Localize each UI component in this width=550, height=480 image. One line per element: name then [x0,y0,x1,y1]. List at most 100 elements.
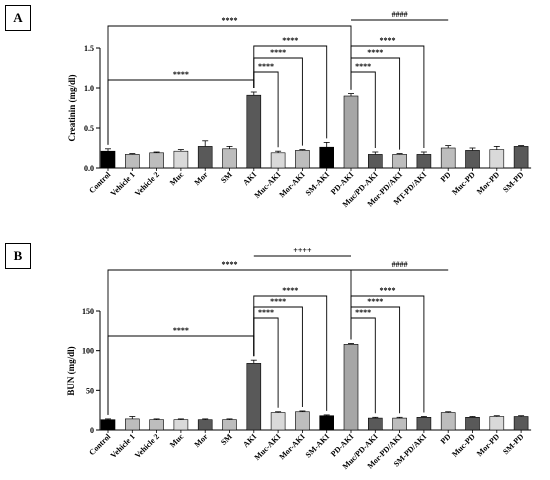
pa-bar [319,146,335,169]
pb-significance-label: **** [355,308,371,317]
pb-x-tick-label: Mor-PD [475,432,501,458]
pb-x-tick-label: Muc [168,432,186,450]
pb-significance-label: #### [392,260,408,269]
pa-x-tick-label: Mor-PD [475,170,501,196]
panel-label-b: B [5,243,31,269]
pb-significance-label: **** [222,260,238,269]
pb-bar [343,344,359,431]
pb-significance-label: **** [270,297,286,306]
pa-y-tick-label: 0.5 [84,124,94,133]
pa-bar [173,150,189,169]
pb-x-tick-label: Vehicle 2 [133,432,161,460]
y-axis-label-b: BUN (mg/dl) [66,346,76,395]
pb-bar [222,419,237,431]
pb-significance-bracket [107,269,352,415]
pa-y-tick-label: 0.0 [84,164,94,173]
y-axis-label-a: Creatinin (mg/dl) [67,74,77,141]
pb-y-tick-label: 100 [82,347,94,356]
pb-bar [125,418,140,431]
pa-bar [392,154,407,169]
pb-y-tick-label: 150 [82,307,94,316]
pa-x-tick-label: SM-PD [501,170,525,194]
pa-significance-label: **** [367,48,383,57]
pa-bar [100,150,116,169]
pa-bar [367,154,383,169]
pa-x-tick-label: Mor-AKI [277,170,306,199]
pb-bar [513,416,529,431]
pa-significance-bracket [107,79,255,145]
pa-bar [489,149,505,169]
pa-significance-label: **** [173,70,189,79]
pa-significance-bracket [253,45,328,139]
pb-significance-label: **** [258,308,274,317]
pb-y-tick-label: 50 [86,386,94,395]
pb-significance-label: **** [379,286,395,295]
pb-bar [295,411,310,431]
pb-x-tick-label: SM-PD [501,432,525,456]
pb-x-tick-label: Muc-AKI [253,432,283,462]
pb-bar [367,417,383,431]
pb-significance-bracket [107,335,255,415]
pb-x-tick-label: PD [439,432,453,446]
pb-y-tick-label: 0 [90,426,94,435]
pa-bar [149,152,164,169]
pb-bar [489,416,505,431]
pa-significance-bracket [107,25,352,145]
pa-x-tick-label: Muc-AKI [253,170,283,200]
pa-x-tick-label: Muc [168,170,186,188]
pb-bar [149,419,164,431]
pa-bar [270,152,286,169]
pb-x-tick-label: SM-AKI [304,432,331,459]
pb-x-tick-label: SM [219,432,234,447]
pa-significance-label: **** [270,48,286,57]
pa-y-tick-label: 1.0 [84,84,94,93]
pb-bar [246,363,262,431]
pb-x-tick-label: Muc-PD [450,432,477,459]
pa-significance-bracket [350,71,376,148]
pb-significance-label: ++++ [293,246,312,255]
pa-bar [440,147,456,169]
pa-significance-label: **** [379,36,395,45]
pa-y-tick-label: 1.5 [84,44,94,53]
pb-significance-label: **** [282,286,298,295]
pa-x-tick-label: Vehicle 1 [109,170,137,198]
pb-x-tick-label: Mor [193,432,210,449]
pb-bar [270,412,286,431]
pa-x-tick-label: Mor [193,170,210,187]
pa-significance-label: **** [222,16,238,25]
pa-x-tick-label: AKI [241,170,258,187]
pa-significance-label: **** [282,36,298,45]
pb-significance-label: **** [173,326,189,335]
pa-bar [465,150,480,169]
pb-bar [465,417,480,431]
pb-bar [100,419,116,431]
pb-bar [392,417,407,431]
pa-bar [125,154,140,169]
pb-x-tick-label: AKI [241,432,258,449]
pa-bar [197,146,213,169]
pb-bar [197,419,213,431]
pb-x-tick-label: Vehicle 1 [109,432,137,460]
pa-bar [343,95,359,169]
pb-x-tick-label: Mor-AKI [277,432,306,461]
pb-bar [416,417,432,431]
pa-x-tick-label: Vehicle 2 [133,170,161,198]
pa-bar [295,150,310,169]
pb-bar [319,415,335,431]
pa-x-tick-label: PD [439,170,453,184]
pa-bar [513,146,529,169]
pa-bar [246,94,262,169]
pb-significance-label: **** [367,297,383,306]
pb-bar [440,412,456,431]
pa-significance-label: **** [258,62,274,71]
pa-bar [222,148,237,169]
pa-significance-label: **** [355,62,371,71]
pa-significance-label: #### [392,10,408,19]
panel-label-a: A [5,5,31,31]
pa-bar [416,154,432,169]
pb-significance-bracket [350,317,376,414]
pa-x-tick-label: Muc-PD [450,170,477,197]
